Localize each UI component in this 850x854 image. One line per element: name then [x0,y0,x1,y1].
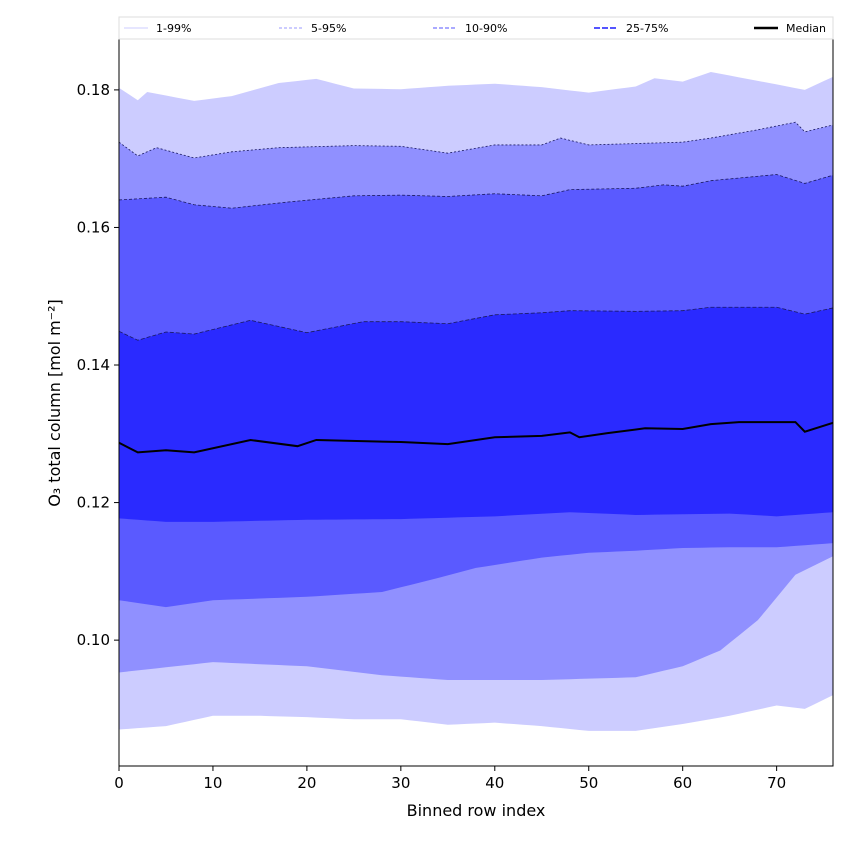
y-tick-label: 0.14 [77,356,110,374]
x-axis-label: Binned row index [407,801,546,820]
x-tick-label: 70 [767,774,786,792]
x-tick-label: 50 [579,774,598,792]
line-p90 [118,174,834,209]
median-line [118,421,834,454]
legend-label: 5-95% [311,22,346,35]
legend-label: 25-75% [626,22,668,35]
band-25-75 [119,307,833,522]
x-tick-label: 60 [673,774,692,792]
y-axis-label: O₃ total column [mol m⁻²] [45,299,64,507]
y-axis: 0.10 0.12 0.14 0.16 0.18 [77,81,119,649]
line-p95 [118,121,834,159]
legend-box [118,16,834,40]
y-tick-label: 0.18 [77,81,110,99]
x-tick-label: 30 [391,774,410,792]
x-tick-label: 40 [485,774,504,792]
legend-label: Median [786,22,826,35]
x-tick-label: 0 [114,774,124,792]
y-tick-label: 0.10 [77,631,110,649]
bands-layer [119,72,833,731]
y-tick-label: 0.12 [77,494,110,512]
legend: 1-99% 5-95% 10-90% 25-75% Median [118,16,834,40]
legend-label: 10-90% [465,22,507,35]
legend-label: 1-99% [156,22,191,35]
lines-layer [118,121,834,454]
x-tick-label: 10 [203,774,222,792]
x-tick-label: 20 [297,774,316,792]
x-axis: 0 10 20 30 40 50 60 70 [114,766,786,792]
line-p75 [118,306,834,341]
y-tick-label: 0.16 [77,218,110,236]
